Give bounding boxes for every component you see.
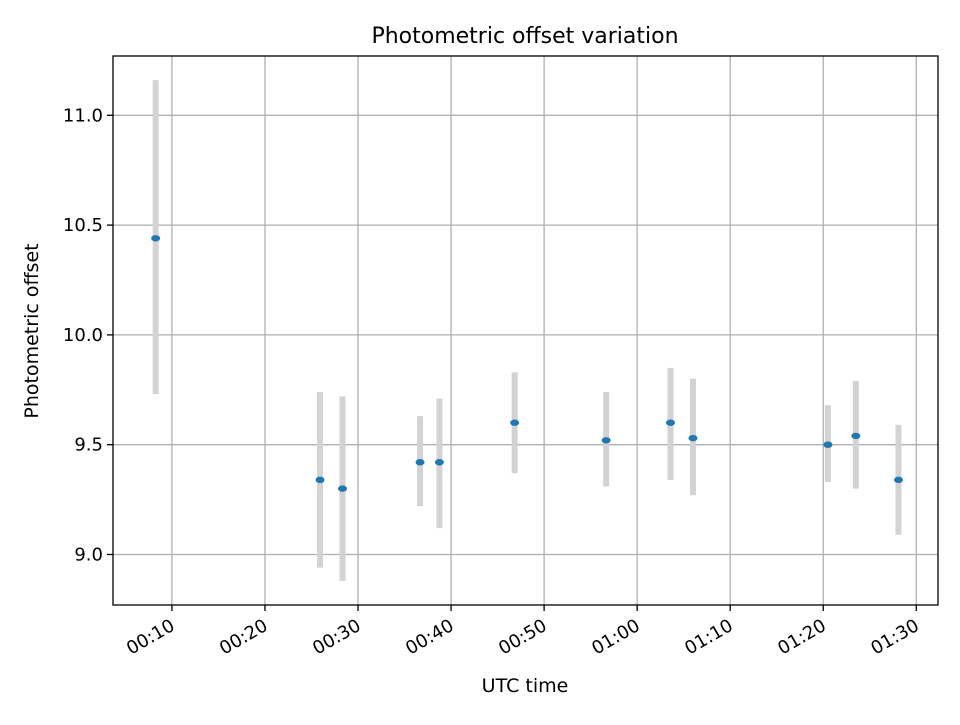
data-point xyxy=(338,485,348,492)
data-point xyxy=(510,419,520,426)
data-point xyxy=(665,419,675,426)
data-point xyxy=(688,434,698,442)
chart-title: Photometric offset variation xyxy=(371,24,678,49)
data-point xyxy=(851,432,861,440)
data-point xyxy=(601,437,611,444)
data-point xyxy=(315,476,325,484)
y-tick-label: 10.5 xyxy=(63,215,103,236)
grid-layer xyxy=(113,56,938,605)
plot-frame xyxy=(112,55,939,606)
y-tick-label: 11.0 xyxy=(63,105,103,126)
y-axis-label: Photometric offset xyxy=(21,243,43,418)
data-point xyxy=(893,476,903,484)
y-tick-label: 9.5 xyxy=(74,435,103,456)
data-point xyxy=(434,459,444,466)
data-point xyxy=(823,441,833,448)
y-tick-label: 10.0 xyxy=(63,325,103,346)
y-tick-label: 9.0 xyxy=(74,544,103,565)
data-point xyxy=(415,459,425,466)
data-layer xyxy=(151,80,903,581)
data-point xyxy=(151,235,161,242)
x-axis-label: UTC time xyxy=(482,675,569,697)
